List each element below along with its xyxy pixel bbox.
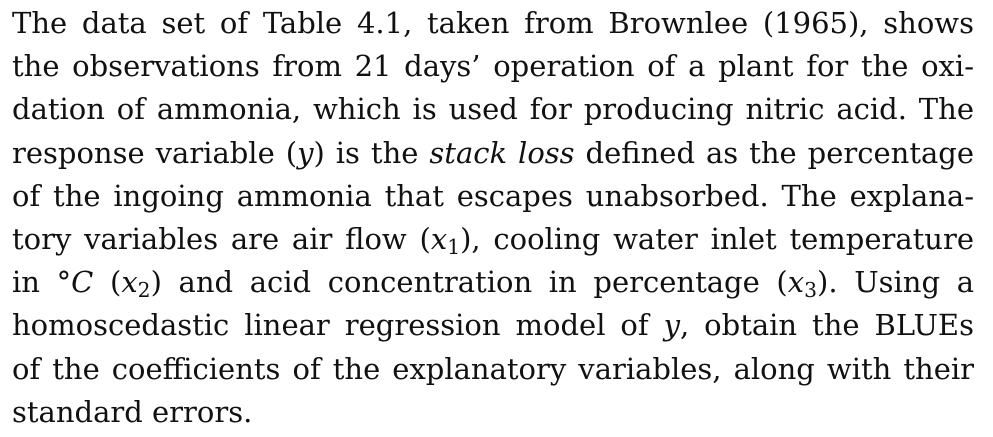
text-fragment: ), cooling water inlet temperature — [460, 221, 974, 256]
math-unit-c: C — [71, 265, 94, 300]
text-line-10: standard errors. — [12, 394, 253, 429]
subscript: 1 — [447, 235, 461, 259]
math-variable-y: y — [297, 135, 314, 170]
text-line-9: of the coefficients of the explanatory v… — [12, 351, 974, 386]
text-fragment: defined as the percentage — [574, 135, 974, 170]
text-fragment: ) is the — [313, 135, 430, 170]
text-fragment: homoscedastic linear regression model of — [12, 308, 664, 343]
text-fragment: in ° — [12, 265, 72, 300]
text-fragment: ( — [93, 265, 122, 300]
text-fragment: , obtain the BLUEs — [679, 308, 974, 343]
subscript: 3 — [804, 278, 817, 303]
text-fragment: response variable ( — [12, 135, 298, 170]
text-fragment: tory variables are air flow ( — [12, 221, 431, 256]
math-variable-y: y — [663, 308, 680, 343]
text-fragment: ) and acid concentration in percentage ( — [150, 265, 788, 300]
text-line-2: the observations from 21 days’ operation… — [12, 49, 974, 84]
paragraph: The data set of Table 4.1, taken from Br… — [12, 2, 974, 434]
text-line-4: response variable (y) is the stack loss … — [12, 132, 974, 175]
math-variable-x2: x — [121, 265, 138, 300]
text-line-7: in °C (x2) and acid concentration in per… — [12, 261, 974, 304]
math-variable-x3: x — [787, 265, 805, 300]
text-line-8: homoscedastic linear regression model of… — [12, 304, 974, 347]
emphasis-stack-loss: stack loss — [429, 135, 575, 170]
text-line-3: dation of ammonia, which is used for pro… — [12, 92, 974, 127]
text-line-5: of the ingoing ammonia that escapes unab… — [12, 178, 974, 213]
text-fragment: ). Using a — [817, 265, 974, 300]
math-variable-x1: x — [430, 221, 448, 256]
text-line-6: tory variables are air flow (x1), coolin… — [12, 218, 974, 261]
text-line-1: The data set of Table 4.1, taken from Br… — [12, 6, 974, 40]
subscript: 2 — [137, 278, 151, 303]
